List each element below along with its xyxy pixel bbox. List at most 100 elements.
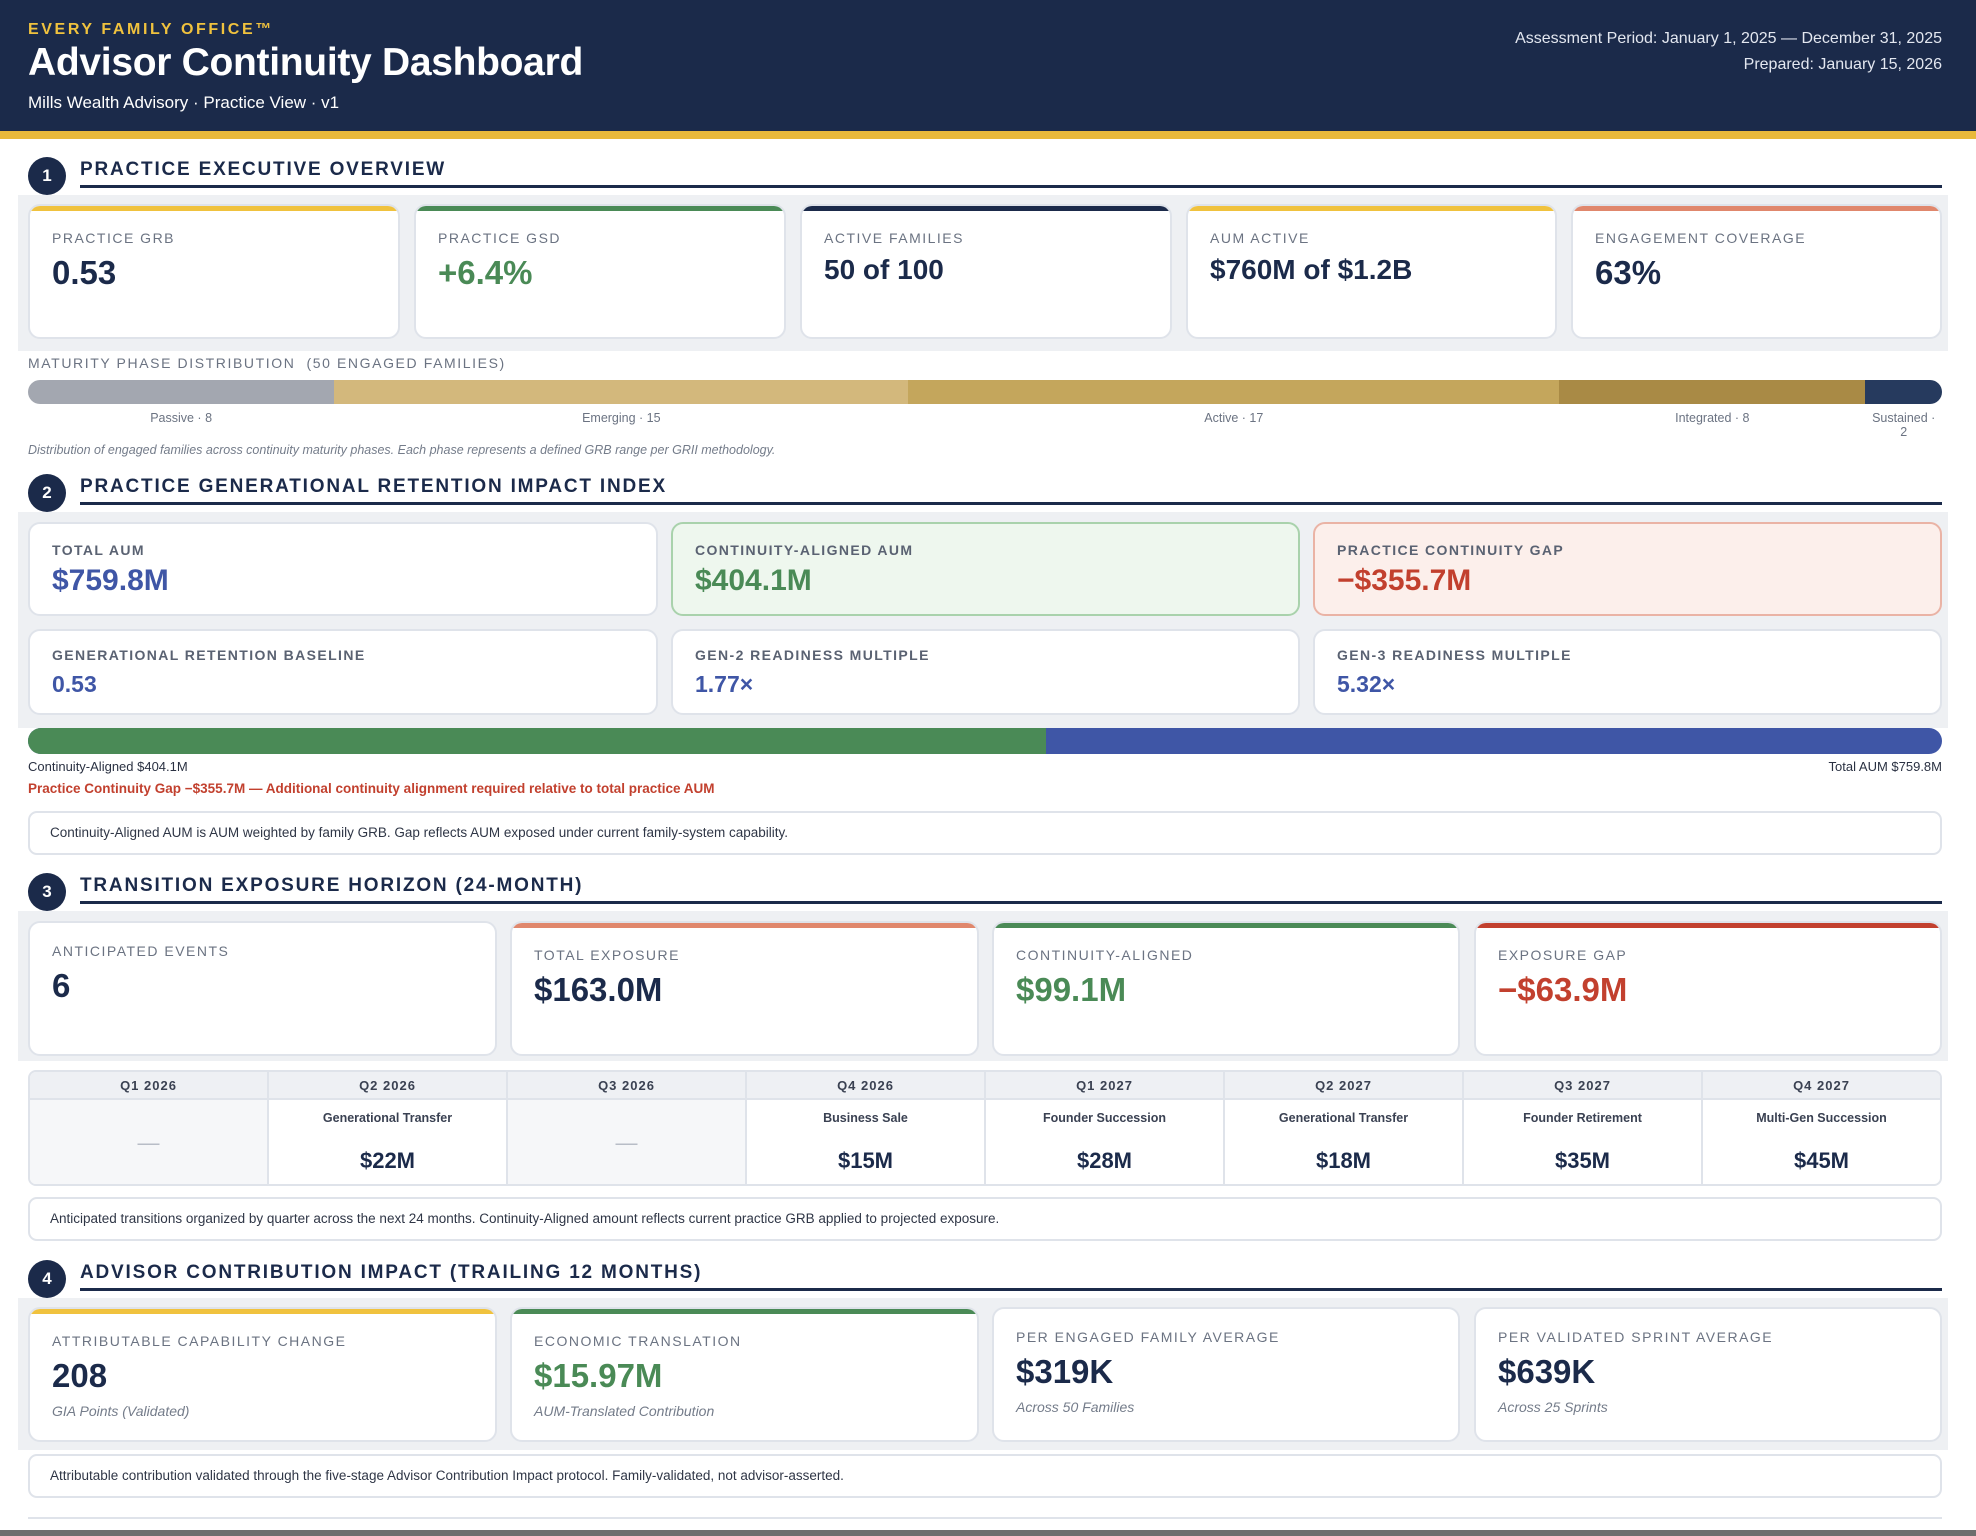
kpi-card-total-exposure: TOTAL EXPOSURE $163.0M <box>510 921 979 1056</box>
card-value: 0.53 <box>52 671 97 697</box>
phase-label-emerging: Emerging · 15 <box>582 411 661 425</box>
header-meta: Assessment Period: January 1, 2025 — Dec… <box>1515 26 1942 78</box>
phase-segment-active <box>908 380 1560 404</box>
card-value: $759.8M <box>52 564 169 597</box>
card-total-aum: TOTAL AUM $759.8M <box>28 522 658 616</box>
kpi-card-per-sprint-average: PER VALIDATED SPRINT AVERAGE $639K Acros… <box>1474 1307 1942 1442</box>
card-label: TOTAL AUM <box>52 542 145 558</box>
section-number-badge: 2 <box>28 474 66 512</box>
timeline-quarter: Q2 2026 Generational Transfer $22M <box>269 1072 508 1184</box>
timeline-quarter: Q1 2026 — <box>30 1072 269 1184</box>
card-accent <box>30 206 398 211</box>
section-rule <box>80 502 1942 505</box>
event-type: Business Sale <box>823 1111 908 1125</box>
phase-segment-integrated <box>1559 380 1866 404</box>
kpi-value: $163.0M <box>534 971 663 1008</box>
kpi-label: ATTRIBUTABLE CAPABILITY CHANGE <box>52 1333 347 1349</box>
maturity-distribution-title: MATURITY PHASE DISTRIBUTION (50 ENGAGED … <box>28 355 506 371</box>
section-rule <box>80 901 1942 904</box>
card-continuity-aligned-aum: CONTINUITY-ALIGNED AUM $404.1M <box>671 522 1300 616</box>
kpi-subtext: GIA Points (Validated) <box>52 1403 190 1419</box>
kpi-label: PRACTICE GRB <box>52 230 176 246</box>
kpi-label: TOTAL EXPOSURE <box>534 947 680 963</box>
card-generational-retention-baseline: GENERATIONAL RETENTION BASELINE 0.53 <box>28 629 658 715</box>
card-accent <box>1188 206 1555 211</box>
section-title: PRACTICE GENERATIONAL RETENTION IMPACT I… <box>80 476 667 497</box>
section-title: ADVISOR CONTRIBUTION IMPACT (TRAILING 12… <box>80 1262 703 1283</box>
footer-rule <box>28 1517 1942 1519</box>
card-accent <box>1573 206 1940 211</box>
event-type: Generational Transfer <box>1278 1111 1409 1125</box>
section-number-badge: 3 <box>28 873 66 911</box>
quarter-body: — <box>508 1100 745 1184</box>
card-label: GEN-3 READINESS MULTIPLE <box>1337 647 1572 663</box>
quarter-body: Founder Succession $28M <box>986 1100 1223 1184</box>
card-value: −$355.7M <box>1337 564 1472 597</box>
phase-label-integrated: Integrated · 8 <box>1675 411 1750 425</box>
page-title: Advisor Continuity Dashboard <box>28 41 583 84</box>
distribution-count: (50 ENGAGED FAMILIES) <box>306 355 506 371</box>
quarter-body: Founder Retirement $35M <box>1464 1100 1701 1184</box>
header-accent-stripe <box>0 131 1976 139</box>
kpi-value: $99.1M <box>1016 971 1127 1008</box>
phase-label-sustained: Sustained · 2 <box>1865 411 1942 439</box>
kpi-card-practice-grb: PRACTICE GRB 0.53 <box>28 204 400 339</box>
event-amount: $15M <box>837 1148 894 1173</box>
gri-note: Continuity-Aligned AUM is AUM weighted b… <box>28 811 1942 855</box>
kpi-value: 208 <box>52 1357 108 1394</box>
quarter-body: — <box>30 1100 267 1184</box>
kpi-value: 63% <box>1595 254 1662 291</box>
empty-dash: — <box>615 1130 638 1155</box>
kpi-value: $319K <box>1016 1353 1114 1390</box>
phase-segment-emerging <box>334 380 909 404</box>
kpi-label: AUM ACTIVE <box>1210 230 1310 246</box>
timeline-quarter: Q3 2027 Founder Retirement $35M <box>1464 1072 1703 1184</box>
kpi-card-anticipated-events: ANTICIPATED EVENTS 6 <box>28 921 497 1056</box>
section-rule <box>80 185 1942 188</box>
event-type: Founder Retirement <box>1523 1111 1642 1125</box>
kpi-label: EXPOSURE GAP <box>1498 947 1628 963</box>
total-aum-label: Total AUM $759.8M <box>1828 759 1942 774</box>
card-value: $404.1M <box>695 564 812 597</box>
quarter-body: Generational Transfer $22M <box>269 1100 506 1184</box>
kpi-card-per-family-average: PER ENGAGED FAMILY AVERAGE $319K Across … <box>992 1307 1460 1442</box>
continuity-gap-callout: Practice Continuity Gap −$355.7M — Addit… <box>28 781 715 796</box>
quarter-header: Q1 2026 <box>30 1072 267 1100</box>
timeline-quarter: Q2 2027 Generational Transfer $18M <box>1225 1072 1464 1184</box>
quarter-header: Q2 2026 <box>269 1072 506 1100</box>
exposure-note: Anticipated transitions organized by qua… <box>28 1197 1942 1241</box>
event-type: Founder Succession <box>1043 1111 1166 1125</box>
kpi-label: ACTIVE FAMILIES <box>824 230 964 246</box>
quarter-body: Multi-Gen Succession $45M <box>1703 1100 1940 1184</box>
kpi-card-capability-change: ATTRIBUTABLE CAPABILITY CHANGE 208 GIA P… <box>28 1307 497 1442</box>
event-amount: $28M <box>1076 1148 1133 1173</box>
kpi-card-exposure-gap: EXPOSURE GAP −$63.9M <box>1474 921 1942 1056</box>
kpi-label: PER ENGAGED FAMILY AVERAGE <box>1016 1329 1280 1345</box>
quarter-header: Q1 2027 <box>986 1072 1223 1100</box>
kpi-value: $760M of $1.2B <box>1210 254 1413 285</box>
card-accent <box>512 923 977 928</box>
section-1-heading: 1 PRACTICE EXECUTIVE OVERVIEW <box>28 155 1942 195</box>
event-amount: $45M <box>1793 1148 1850 1173</box>
section-4-heading: 4 ADVISOR CONTRIBUTION IMPACT (TRAILING … <box>28 1258 1942 1298</box>
timeline-quarter: Q4 2027 Multi-Gen Succession $45M <box>1703 1072 1940 1184</box>
section-title: TRANSITION EXPOSURE HORIZON (24-MONTH) <box>80 875 584 896</box>
phase-label-passive: Passive · 8 <box>150 411 213 425</box>
card-accent <box>1476 923 1940 928</box>
kpi-value: +6.4% <box>438 254 533 291</box>
transition-timeline: Q1 2026 — Q2 2026 Generational Transfer … <box>28 1070 1942 1186</box>
card-accent <box>994 923 1458 928</box>
quarter-header: Q3 2027 <box>1464 1072 1701 1100</box>
card-accent <box>416 206 784 211</box>
kpi-card-active-families: ACTIVE FAMILIES 50 of 100 <box>800 204 1172 339</box>
phase-segment-sustained <box>1865 380 1942 404</box>
section-3-heading: 3 TRANSITION EXPOSURE HORIZON (24-MONTH) <box>28 871 1942 911</box>
kpi-card-continuity-aligned: CONTINUITY-ALIGNED $99.1M <box>992 921 1460 1056</box>
window-bottom-edge <box>0 1530 1976 1536</box>
aligned-amount-label: Continuity-Aligned $404.1M <box>28 759 188 774</box>
event-amount: $18M <box>1315 1148 1372 1173</box>
continuity-aligned-fill <box>28 728 1047 754</box>
kpi-card-economic-translation: ECONOMIC TRANSLATION $15.97M AUM-Transla… <box>510 1307 979 1442</box>
card-label: CONTINUITY-ALIGNED AUM <box>695 542 914 558</box>
